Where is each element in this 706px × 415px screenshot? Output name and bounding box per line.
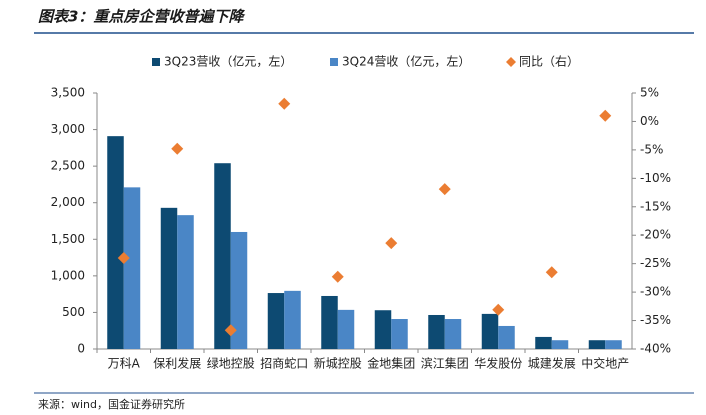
- bar: [284, 290, 301, 349]
- y-tick-label: 500: [62, 305, 85, 319]
- y2-tick-label: 0%: [640, 114, 659, 128]
- marker: [438, 183, 451, 196]
- y-tick-label: 1,000: [51, 268, 85, 282]
- bar: [551, 340, 569, 349]
- marker: [117, 251, 130, 264]
- x-tick-label: 金地集团: [367, 356, 415, 371]
- bar: [498, 325, 515, 349]
- legend-swatch: [330, 58, 338, 66]
- marker: [331, 270, 344, 283]
- y2-tick-label: -40%: [640, 342, 671, 356]
- y2-tick-label: -35%: [640, 313, 671, 327]
- legend-swatch: [152, 58, 160, 66]
- bar: [267, 293, 285, 349]
- x-tick-label: 保利发展: [153, 356, 201, 371]
- y2-tick-label: -20%: [640, 228, 671, 242]
- x-tick-label: 滨江集团: [421, 356, 469, 371]
- bar: [230, 231, 248, 349]
- x-tick-label: 中交地产: [581, 356, 629, 371]
- x-tick-label: 华发股份: [474, 356, 522, 371]
- bar: [444, 319, 462, 349]
- y-tick-label: 0: [77, 342, 85, 356]
- legend-label: 同比（右）: [519, 54, 579, 69]
- bar: [374, 310, 392, 349]
- bar: [123, 187, 141, 349]
- y-tick-label: 2,000: [51, 195, 85, 209]
- y2-tick-label: -25%: [640, 256, 671, 270]
- bar: [391, 319, 408, 349]
- marker: [171, 142, 184, 155]
- y2-tick-label: -30%: [640, 285, 671, 299]
- marker: [545, 266, 558, 279]
- bar: [177, 215, 194, 349]
- y-tick-label: 3,500: [51, 86, 85, 100]
- legend-swatch: [506, 57, 516, 67]
- legend-label: 3Q23营收（亿元，左）: [164, 54, 292, 69]
- legend-label: 3Q24营收（亿元，左）: [342, 54, 470, 69]
- bar: [214, 163, 231, 349]
- y2-tick-label: 5%: [640, 86, 659, 100]
- y-tick-label: 1,500: [51, 232, 85, 246]
- bar: [337, 309, 355, 349]
- marker: [224, 324, 237, 337]
- y2-tick-label: -5%: [640, 142, 663, 156]
- y-tick-label: 2,500: [51, 159, 85, 173]
- y-tick-label: 3,000: [51, 122, 85, 136]
- bar: [481, 313, 499, 349]
- bar: [588, 340, 606, 349]
- bar: [321, 295, 338, 349]
- bar: [605, 340, 622, 349]
- chart-title: 图表3：重点房企营收普遍下降: [38, 8, 245, 26]
- x-tick-label: 绿地控股: [207, 356, 255, 371]
- marker: [492, 303, 505, 316]
- marker: [599, 109, 612, 122]
- x-tick-label: 万科A: [108, 357, 141, 371]
- x-tick-label: 新城控股: [314, 356, 362, 371]
- marker: [385, 237, 398, 250]
- x-tick-label: 招商蛇口: [260, 356, 308, 371]
- bar: [428, 314, 445, 349]
- bar: [160, 207, 178, 349]
- bar: [107, 136, 124, 349]
- y2-tick-label: -15%: [640, 199, 671, 213]
- marker: [278, 97, 291, 110]
- x-tick-label: 城建发展: [528, 356, 576, 371]
- y2-tick-label: -10%: [640, 171, 671, 185]
- source: 来源：wind，国金证券研究所: [38, 397, 185, 411]
- bar: [535, 336, 552, 349]
